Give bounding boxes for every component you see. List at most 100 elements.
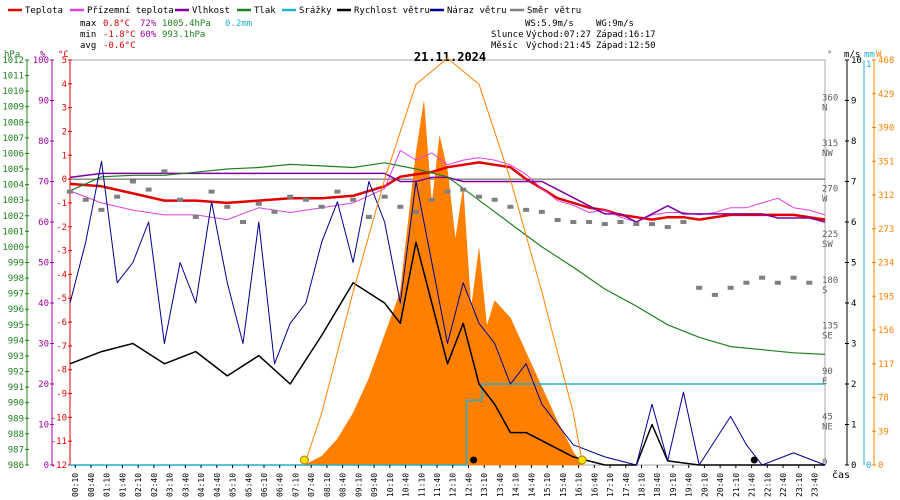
legend-label-2: Vlhkost [192,6,230,16]
wind-direction-point-45 [774,280,781,285]
x-tick-14: 07:10 [291,473,300,497]
wind-direction-point-21 [397,204,404,209]
wind-tick-9: 1 [851,421,856,431]
x-tick-27: 13:40 [496,473,505,497]
pressure-tick-12: 1000 [2,243,24,253]
wind-direction-point-31 [554,217,561,222]
x-tick-15: 07:40 [307,473,316,497]
legend-label-1: Přízemní teplota [87,6,174,16]
wind-direction-point-35 [617,220,624,224]
pressure-tick-10: 1002 [2,212,24,222]
stat-avg-temp: -0.6°C [103,41,136,51]
temperature-unit: °C [58,50,69,60]
wind-tick-0: 10 [851,56,862,66]
temperature-tick-14: -9 [56,390,67,400]
wind-direction-point-40 [696,285,703,290]
wind-direction-point-47 [806,280,813,285]
date-title: 21.11.2024 [414,50,486,64]
x-tick-34: 17:10 [606,473,615,497]
sun-marker-1 [577,455,587,465]
temperature-tick-4: 1 [62,151,67,161]
wind-direction-point-27 [491,197,498,202]
axis-ticks: 1012101110101009100810071006100510041003… [2,56,894,471]
wind-direction-point-11 [240,220,247,224]
wind-direction-point-30 [538,209,545,214]
direction-compass-2: W [822,195,828,205]
temperature-tick-8: -3 [56,247,67,257]
pressure-tick-7: 1005 [2,165,24,175]
pressure-tick-13: 999 [8,259,24,269]
x-tick-47: 23:40 [811,473,820,497]
pressure-tick-5: 1007 [2,134,24,144]
x-tick-2: 01:10 [103,473,112,497]
temperature-tick-16: -11 [51,437,67,447]
stat-min-humidity: 60% [140,30,157,40]
temperature-tick-11: -6 [56,318,67,328]
solar-tick-6: 234 [878,259,894,269]
wind-direction-point-2 [98,207,105,212]
direction-tick-2: 270 [822,185,838,195]
stat-max-pressure: 1005.4hPa [162,19,211,29]
humidity-tick-1: 90 [38,97,49,107]
direction-tick-0: 360 [822,94,838,104]
wind-direction-point-22 [413,209,420,214]
wind-direction-point-26 [475,194,482,199]
solar-tick-3: 351 [878,157,894,167]
temperature-tick-1: 4 [62,80,67,90]
x-tick-0: 00:10 [71,473,80,497]
x-tick-39: 19:40 [685,473,694,497]
pressure-tick-16: 996 [8,305,24,315]
x-tick-9: 04:40 [213,473,222,497]
stat-min-pressure: 993.1hPa [162,30,205,40]
x-tick-26: 13:10 [480,473,489,497]
solar-tick-4: 312 [878,191,894,201]
humidity-unit: % [40,50,46,60]
direction-tick-8: 0 [822,458,827,468]
humidity-tick-2: 80 [38,137,49,147]
stat-max-temp: 0.8°C [103,19,130,29]
x-tick-18: 09:10 [354,473,363,497]
stat-max-rain: 0.2mm [225,19,252,29]
marker-layer [67,169,813,465]
x-tick-35: 17:40 [622,473,631,497]
wind-direction-point-39 [680,220,687,224]
x-tick-7: 03:40 [181,473,190,497]
legend-label-4: Srážky [299,6,332,16]
humidity-tick-4: 60 [38,218,49,228]
wind-direction-point-32 [570,220,577,224]
x-tick-8: 04:10 [197,473,206,497]
x-tick-38: 19:10 [669,473,678,497]
stats-block: max 0.8°C 72% 1005.4hPa 0.2mm min -1.8°C… [80,19,252,51]
series-line-2 [69,172,826,223]
wind-tick-7: 3 [851,340,856,350]
direction-compass-3: SW [822,240,833,250]
wind-direction-point-16 [318,204,325,209]
x-tick-24: 12:10 [449,473,458,497]
humidity-tick-9: 10 [38,421,49,431]
pressure-tick-15: 997 [8,290,24,300]
x-tick-44: 22:10 [763,473,772,497]
x-tick-33: 16:40 [590,473,599,497]
wind-direction-point-34 [601,222,608,227]
info-sun-label: Slunce [491,30,524,40]
solar-tick-11: 39 [878,427,889,437]
direction-compass-6: E [822,377,827,387]
rain-tick-0: 1 [866,60,871,70]
series-line-0 [69,161,826,221]
series-line-6 [69,160,826,466]
temperature-tick-3: 2 [62,127,67,137]
legend: Teplota Přízemní teplota Vlhkost Tlak Srážky… [8,6,581,16]
wind-direction-point-15 [302,197,309,202]
x-tick-17: 08:40 [339,473,348,497]
direction-tick-6: 90 [822,367,833,377]
x-tick-22: 11:10 [417,473,426,497]
wind-tick-1: 9 [851,97,856,107]
direction-compass-0: N [822,104,827,114]
wind-direction-point-23 [428,197,435,202]
legend-label-5: Rychlost větru [354,6,430,16]
temperature-tick-0: 5 [62,56,67,66]
info-sunrise: Východ:07:27 [526,30,591,40]
temperature-tick-6: -1 [56,199,67,209]
x-tick-28: 14:10 [512,473,521,497]
